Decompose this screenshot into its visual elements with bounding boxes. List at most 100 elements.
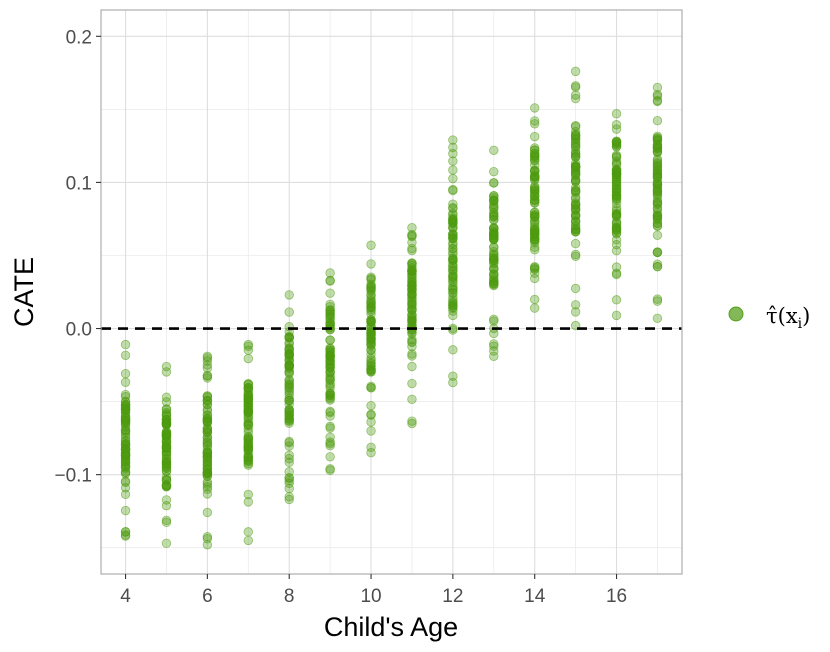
data-point: [570, 185, 581, 196]
data-point: [366, 410, 376, 420]
data-point: [570, 300, 581, 310]
data-point: [325, 390, 335, 401]
data-point: [120, 477, 131, 488]
data-point: [489, 202, 499, 213]
data-point: [120, 448, 131, 459]
data-point: [325, 350, 335, 361]
legend-label-close: ): [802, 304, 810, 328]
data-point: [611, 158, 622, 169]
data-point: [243, 535, 253, 546]
data-point: [325, 276, 335, 286]
data-point: [120, 505, 131, 516]
data-point: [284, 492, 294, 502]
data-point: [530, 170, 540, 180]
data-point: [120, 489, 131, 499]
data-point: [611, 120, 622, 130]
data-point: [448, 230, 458, 240]
data-point: [530, 116, 540, 126]
data-point: [325, 301, 335, 312]
data-point: [202, 416, 213, 427]
data-point: [202, 371, 213, 381]
data-point: [284, 450, 294, 460]
data-point: [325, 406, 335, 417]
data-point: [284, 478, 294, 488]
data-point: [489, 341, 499, 351]
data-point: [448, 135, 458, 145]
data-point: [202, 507, 213, 518]
x-tick-label: 8: [284, 586, 295, 607]
data-point: [366, 358, 376, 368]
data-point: [284, 382, 294, 392]
data-point: [530, 227, 540, 237]
data-point: [284, 380, 294, 390]
data-point: [530, 182, 540, 193]
data-point: [325, 421, 335, 432]
data-point: [407, 334, 417, 345]
data-point: [161, 472, 172, 482]
data-point: [407, 276, 417, 287]
data-point: [243, 345, 253, 355]
data-point: [325, 380, 335, 391]
data-point: [407, 341, 417, 352]
data-point: [407, 416, 417, 426]
y-tick-label: 0.2: [66, 27, 92, 48]
data-point: [611, 138, 622, 148]
data-point: [448, 301, 458, 311]
data-point: [570, 238, 581, 249]
data-point: [530, 103, 540, 113]
data-point: [120, 368, 131, 379]
data-point: [202, 404, 213, 415]
data-point: [243, 398, 253, 408]
data-point: [366, 316, 376, 327]
data-point: [652, 203, 663, 214]
data-point: [570, 307, 581, 317]
data-point: [407, 313, 417, 324]
data-point: [570, 93, 581, 104]
data-point: [161, 538, 172, 549]
data-point: [570, 120, 581, 131]
data-point: [407, 231, 417, 242]
data-point: [448, 217, 458, 228]
data-point: [448, 288, 458, 299]
data-point: [407, 296, 417, 306]
data-point: [243, 391, 253, 402]
data-point: [325, 373, 335, 383]
data-point: [120, 413, 131, 424]
data-point: [448, 233, 458, 244]
legend-label: τ̂(xi): [766, 304, 810, 332]
data-point: [611, 198, 622, 209]
data-point: [325, 437, 335, 447]
data-point: [489, 209, 499, 219]
data-point: [530, 238, 540, 248]
y-tick-label: −0.1: [54, 466, 92, 487]
data-point: [202, 484, 213, 494]
data-point: [611, 168, 622, 179]
data-point: [325, 452, 335, 462]
data-point: [120, 530, 131, 540]
data-point: [611, 205, 622, 216]
data-point: [120, 350, 131, 361]
data-point: [611, 195, 622, 205]
data-point: [243, 527, 253, 537]
data-point: [202, 534, 213, 544]
data-point: [243, 420, 253, 431]
data-point: [366, 400, 376, 411]
data-point: [570, 249, 581, 260]
data-point: [530, 211, 540, 222]
data-point: [325, 464, 335, 474]
data-point: [489, 145, 499, 155]
data-point: [530, 303, 540, 313]
data-point: [161, 482, 172, 492]
data-point: [652, 188, 663, 198]
data-point: [202, 363, 213, 373]
data-point: [489, 178, 499, 188]
data-point: [284, 494, 294, 505]
y-tick-labels: −0.1 0.0 0.1 0.2: [54, 27, 92, 486]
data-point: [448, 254, 458, 264]
data-point: [407, 351, 417, 361]
data-point: [448, 345, 458, 355]
data-point: [161, 453, 172, 464]
data-point: [530, 294, 540, 305]
data-point: [243, 437, 253, 447]
